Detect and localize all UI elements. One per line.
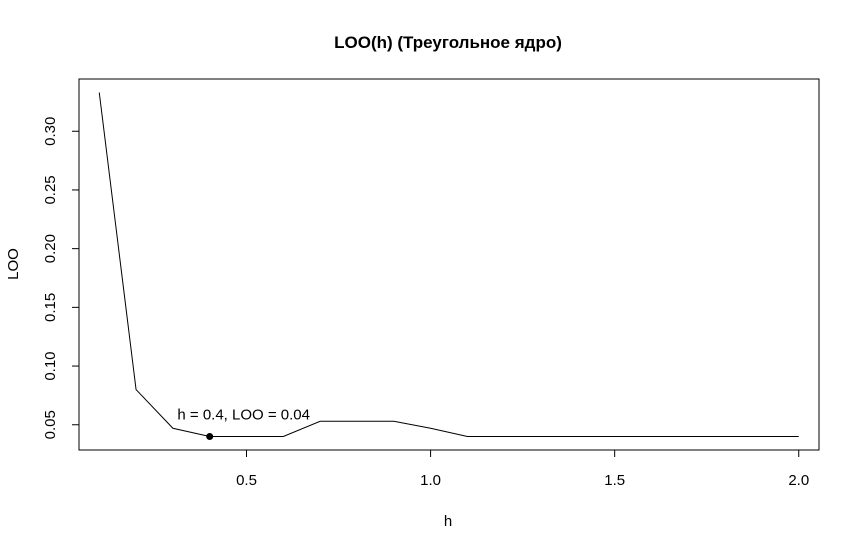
- plot-frame: [78, 78, 820, 451]
- minimum-point-marker: [206, 432, 214, 440]
- minimum-annotation: h = 0.4, LOO = 0.04: [177, 406, 310, 423]
- y-tick-label: 0.05: [42, 410, 59, 439]
- x-tick-label: 2.0: [788, 472, 809, 489]
- y-axis: 0.05 0.10 0.15 0.20 0.25 0.30: [42, 117, 80, 439]
- x-axis: 0.5 1.0 1.5 2.0: [236, 449, 809, 489]
- y-tick-label: 0.15: [42, 293, 59, 322]
- x-tick-label: 1.0: [420, 472, 441, 489]
- y-tick-label: 0.10: [42, 351, 59, 380]
- x-tick-label: 0.5: [236, 472, 257, 489]
- chart-title: LOO(h) (Треугольное ядро): [334, 33, 562, 52]
- series-line-loo: [98, 92, 799, 437]
- y-tick-label: 0.20: [42, 234, 59, 263]
- y-tick-label: 0.25: [42, 175, 59, 204]
- y-axis-label: LOO: [5, 248, 22, 280]
- x-axis-label: h: [444, 513, 452, 530]
- x-tick-label: 1.5: [604, 472, 625, 489]
- y-tick-label: 0.30: [42, 117, 59, 146]
